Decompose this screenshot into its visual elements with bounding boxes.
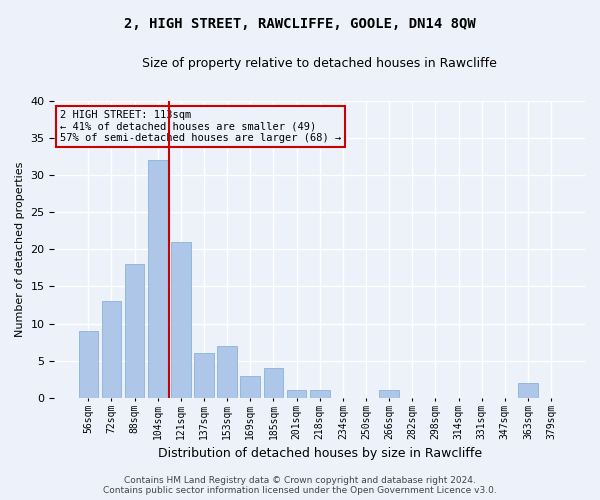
Bar bbox=[101, 302, 121, 398]
Y-axis label: Number of detached properties: Number of detached properties bbox=[15, 162, 25, 337]
Bar bbox=[148, 160, 167, 398]
Bar bbox=[79, 331, 98, 398]
Bar bbox=[518, 383, 538, 398]
Bar bbox=[194, 354, 214, 398]
Bar bbox=[217, 346, 237, 398]
Bar bbox=[310, 390, 329, 398]
Bar bbox=[241, 376, 260, 398]
Bar bbox=[125, 264, 145, 398]
Text: Contains HM Land Registry data © Crown copyright and database right 2024.
Contai: Contains HM Land Registry data © Crown c… bbox=[103, 476, 497, 495]
X-axis label: Distribution of detached houses by size in Rawcliffe: Distribution of detached houses by size … bbox=[158, 447, 482, 460]
Bar bbox=[287, 390, 307, 398]
Text: 2 HIGH STREET: 113sqm
← 41% of detached houses are smaller (49)
57% of semi-deta: 2 HIGH STREET: 113sqm ← 41% of detached … bbox=[60, 110, 341, 143]
Text: 2, HIGH STREET, RAWCLIFFE, GOOLE, DN14 8QW: 2, HIGH STREET, RAWCLIFFE, GOOLE, DN14 8… bbox=[124, 18, 476, 32]
Bar bbox=[171, 242, 191, 398]
Title: Size of property relative to detached houses in Rawcliffe: Size of property relative to detached ho… bbox=[142, 58, 497, 70]
Bar bbox=[263, 368, 283, 398]
Bar bbox=[379, 390, 399, 398]
